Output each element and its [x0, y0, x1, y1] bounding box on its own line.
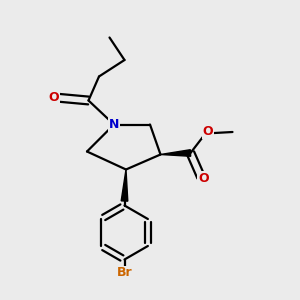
Text: Br: Br [117, 266, 132, 280]
Polygon shape [121, 169, 128, 201]
Text: O: O [198, 172, 209, 185]
Text: O: O [49, 91, 59, 104]
Text: O: O [202, 124, 213, 138]
Polygon shape [160, 150, 191, 156]
Text: N: N [109, 118, 119, 131]
